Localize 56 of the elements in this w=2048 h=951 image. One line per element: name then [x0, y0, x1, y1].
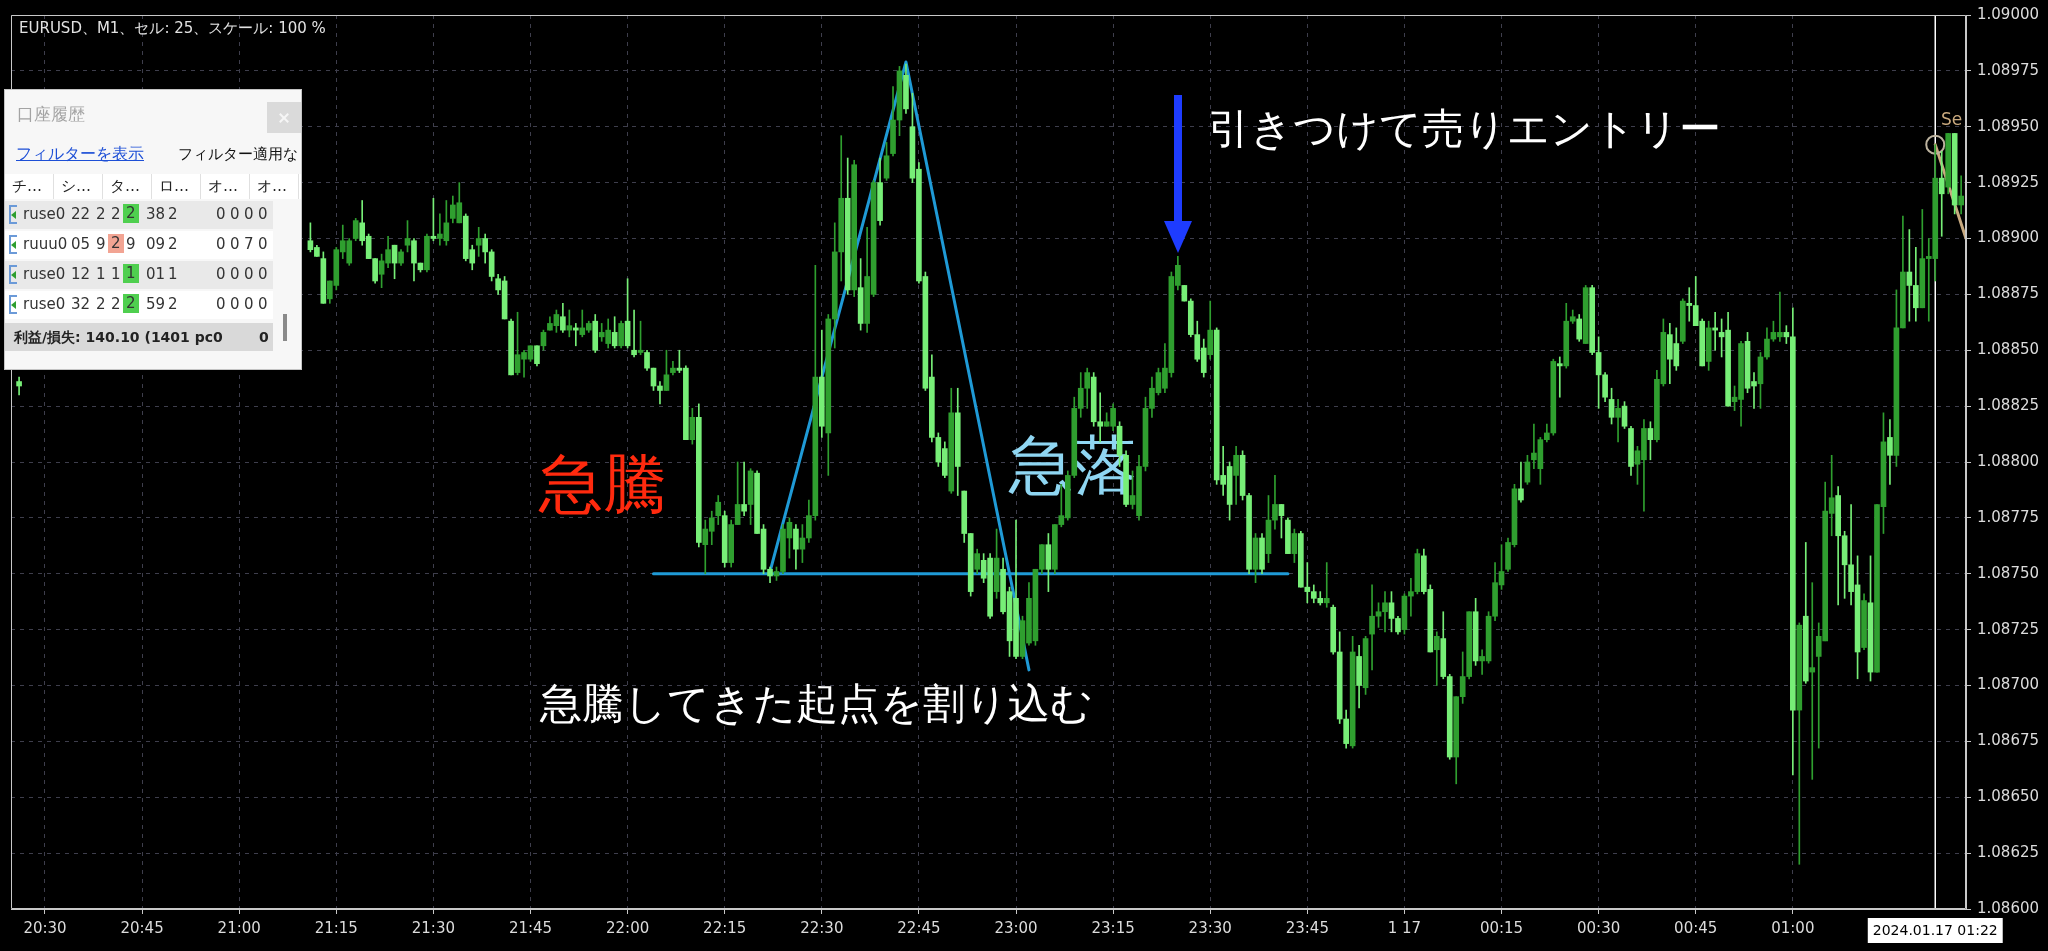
- y-tick-label: 1.08800: [1977, 451, 2040, 470]
- y-tick-label: 1.08875: [1977, 284, 2040, 303]
- x-tick-label: 21:30: [411, 918, 456, 937]
- x-tick-label: 20:45: [120, 918, 164, 937]
- y-tick-label: 1.08775: [1977, 507, 2040, 526]
- x-tick-label: 22:15: [703, 918, 747, 937]
- text: ruse0 32 2 2 2 59 2 0 0 0 0: [23, 294, 268, 313]
- x-tick-label: 23:15: [1091, 918, 1135, 937]
- annotation: シ…: [61, 177, 91, 195]
- annotation: チ…: [12, 177, 42, 195]
- x-tick-label: 1 17: [1387, 918, 1422, 937]
- annotation: タ…: [110, 177, 140, 195]
- annotation: 急騰してきた起点を割り込む: [539, 678, 1094, 728]
- x-tick-label: 21:15: [314, 918, 358, 937]
- y-tick-label: 1.08675: [1977, 731, 2040, 750]
- x-tick-label: 22:00: [605, 918, 650, 937]
- y-tick-label: 1.08650: [1977, 787, 2040, 806]
- ref-line-label: 2024.01.17 01:22: [1872, 922, 1998, 939]
- x-tick-label: 21:00: [217, 918, 261, 937]
- y-tick-label: 1.08925: [1977, 172, 2040, 191]
- y-tick-label: 1.08900: [1977, 228, 2040, 247]
- x-tick-label: 22:30: [800, 918, 844, 937]
- x-tick-label: 23:45: [1285, 918, 1329, 937]
- annotation: Se: [1940, 108, 1963, 129]
- y-tick-label: 1.08750: [1977, 563, 2040, 582]
- text: 利益/損失: 140.10 (1401 pc0 0: [14, 329, 269, 345]
- y-tick-label: 1.08850: [1977, 340, 2040, 359]
- y-tick-label: 1.08625: [1977, 843, 2040, 862]
- x-tick-label: 01:00: [1771, 918, 1815, 937]
- annotation: オ…: [257, 177, 287, 195]
- text: ruse0 22 2 2 2 38 2 0 0 0 0: [23, 204, 268, 223]
- annotation: フィルターを表示: [16, 144, 144, 163]
- x-tick-label: 22:45: [897, 918, 941, 937]
- text: ruse0 12 1 1 1 01 1 0 0 0 0: [23, 264, 268, 283]
- text: ruuu0 05 9 2 9 09 2 0 0 7 0: [23, 234, 268, 253]
- x-tick-label: 21:45: [508, 918, 553, 937]
- y-tick-label: 1.08975: [1977, 60, 2040, 79]
- annotation: オ…: [208, 177, 238, 195]
- x-tick-label: 20:30: [23, 918, 67, 937]
- y-tick-label: 1.09000: [1977, 4, 2040, 23]
- x-tick-label: 23:00: [994, 918, 1038, 937]
- y-tick-label: 1.08825: [1977, 396, 2040, 415]
- annotation: 引きつけて売りエントリー: [1207, 104, 1721, 154]
- annotation: 急騰: [538, 447, 668, 522]
- y-tick-label: 1.08700: [1977, 675, 2040, 694]
- annotation: ロ…: [159, 177, 189, 195]
- y-tick-label: 1.08950: [1977, 116, 2040, 135]
- annotation: フィルター適用な: [178, 145, 298, 163]
- y-tick-label: 1.08600: [1977, 898, 2040, 917]
- x-tick-label: 00:30: [1577, 918, 1621, 937]
- y-tick-label: 1.08725: [1977, 619, 2040, 638]
- x-tick-label: 00:15: [1479, 918, 1524, 937]
- text: 口座履歴: [17, 104, 85, 124]
- x-tick-label: 23:30: [1188, 918, 1232, 937]
- chart-title: EURUSD、M1、セル: 25、スケール: 100 %: [19, 18, 326, 37]
- x-tick-label: 00:45: [1674, 918, 1718, 937]
